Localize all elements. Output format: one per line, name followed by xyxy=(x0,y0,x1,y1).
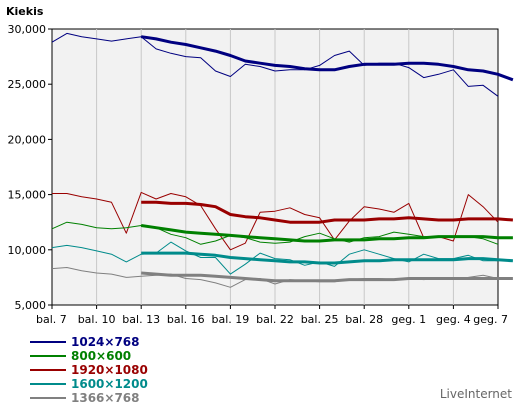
series-average-line xyxy=(141,271,513,283)
x-tick-label: geg. 4 xyxy=(436,313,471,326)
legend-label: 1024×768 xyxy=(71,335,140,349)
x-tick-label: bal. 16 xyxy=(167,313,205,326)
legend-label: 800×600 xyxy=(71,349,131,363)
series-average-line xyxy=(140,224,513,243)
x-tick-label: bal. 25 xyxy=(301,313,339,326)
x-tick-label: bal. 22 xyxy=(256,313,294,326)
series-average-line xyxy=(141,200,514,224)
legend: 1024×768800×6001920×10801600×12001366×76… xyxy=(30,335,148,405)
legend-label: 1366×768 xyxy=(71,391,140,405)
y-axis-ticks: 5,000 10,000 15,000 20,000 25,000 30,000 xyxy=(8,23,52,312)
series-daily-line xyxy=(51,241,498,275)
y-tick-label: 30,000 xyxy=(8,23,47,36)
series-average-line xyxy=(141,251,514,265)
x-tick-label: bal. 10 xyxy=(78,313,116,326)
legend-label: 1920×1080 xyxy=(71,363,148,377)
y-tick-label: 20,000 xyxy=(8,133,47,146)
y-tick-label: 15,000 xyxy=(8,189,47,202)
series-daily-line xyxy=(51,32,499,97)
series-average-line xyxy=(140,35,514,82)
x-tick-label: geg. 1 xyxy=(391,313,426,326)
x-tick-label: bal. 28 xyxy=(345,313,383,326)
x-tick-label: bal. 19 xyxy=(212,313,250,326)
x-tick-label: bal. 7 xyxy=(36,313,67,326)
x-axis-ticks: bal. 7 bal. 10 bal. 13 bal. 16 bal. 19 bal. 2… xyxy=(36,305,508,326)
y-axis-title: Kiekis xyxy=(6,5,44,18)
y-tick-label: 10,000 xyxy=(8,244,47,257)
legend-label: 1600×1200 xyxy=(71,377,148,391)
watermark-label: LiveInternet xyxy=(440,387,512,401)
y-tick-label: 5,000 xyxy=(15,299,47,312)
y-tick-label: 25,000 xyxy=(8,78,47,91)
x-tick-label: bal. 13 xyxy=(122,313,160,326)
series-lines xyxy=(51,32,514,288)
x-tick-label: geg. 7 xyxy=(473,313,508,326)
